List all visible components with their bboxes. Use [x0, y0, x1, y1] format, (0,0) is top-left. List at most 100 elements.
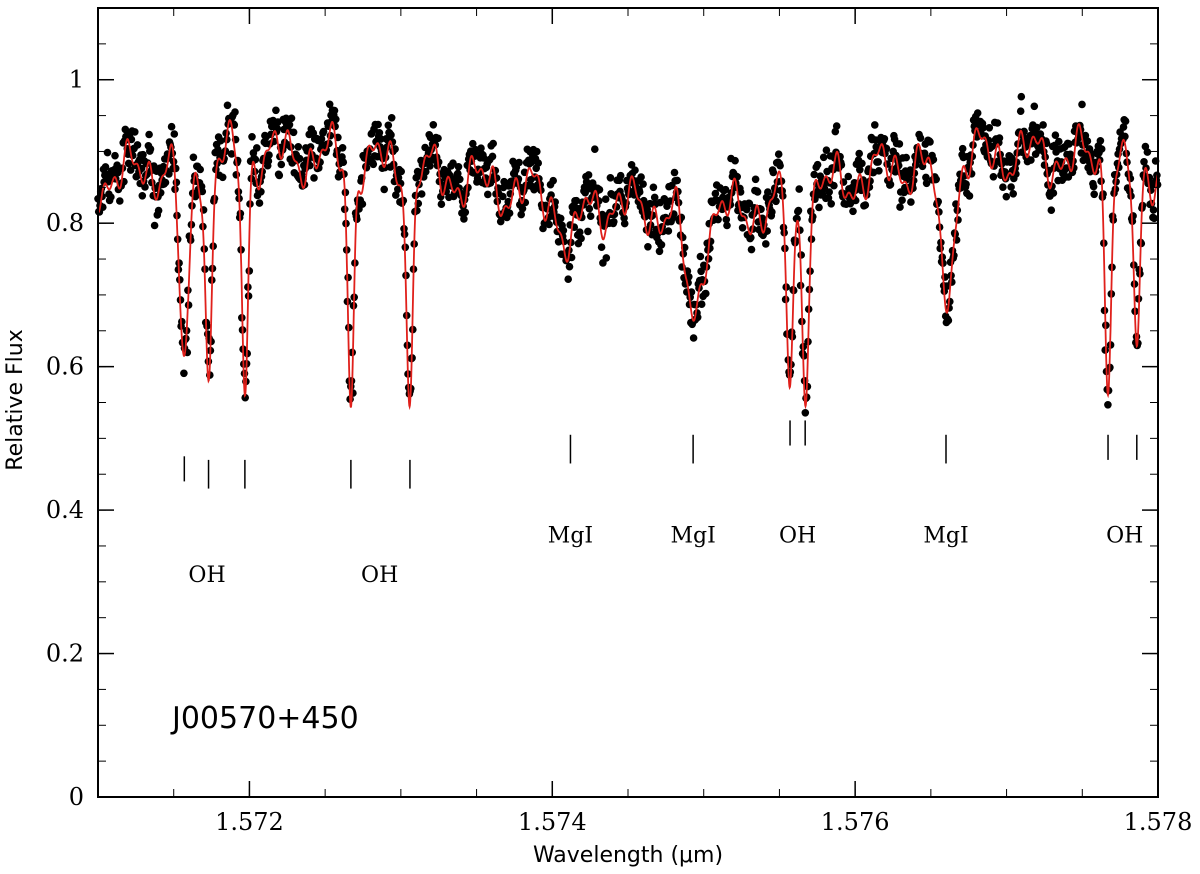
observed-point [287, 114, 296, 123]
observed-point [248, 133, 256, 141]
observed-point [317, 135, 326, 143]
observed-point [751, 175, 760, 184]
observed-point [1096, 137, 1105, 145]
observed-point [204, 357, 213, 366]
observed-point [330, 106, 339, 115]
observed-point [736, 188, 745, 196]
observed-point [926, 138, 934, 146]
x-axis-title: Wavelength (μm) [533, 843, 723, 868]
observed-point [264, 157, 273, 165]
observed-point [1030, 102, 1039, 111]
axis-ticks: 1.572 1.574 1.576 1.578 0 0.2 0.4 0.6 0.8 1 [46, 7, 1192, 836]
observed-point [1097, 145, 1106, 153]
observed-point [954, 216, 962, 224]
observed-point [309, 129, 318, 137]
observed-point [146, 145, 155, 153]
observed-point [620, 219, 629, 228]
observed-point [499, 192, 507, 201]
observed-point [849, 207, 857, 216]
model-line-layer [97, 118, 1159, 411]
observed-point [285, 121, 294, 129]
observed-point [610, 210, 619, 219]
observed-point [813, 160, 822, 169]
observed-point [131, 128, 139, 136]
observed-point [985, 124, 994, 132]
observed-point [107, 193, 115, 201]
observed-point [810, 170, 818, 179]
observed-point [488, 152, 497, 161]
observed-point [601, 195, 610, 203]
observed-point [1149, 206, 1158, 214]
observed-point [610, 218, 618, 226]
observed-point [1078, 100, 1086, 109]
line-markers [183, 420, 1138, 489]
observed-point [585, 204, 594, 213]
observed-point [171, 164, 180, 173]
y-tick-label: 0 [69, 783, 84, 811]
observed-point [387, 131, 395, 139]
observed-point [545, 220, 553, 229]
observed-point [880, 135, 889, 143]
observed-point [973, 109, 982, 117]
observed-point [822, 146, 831, 154]
observed-point [948, 278, 956, 286]
observed-point [722, 215, 731, 224]
observed-point [460, 215, 468, 223]
observed-point [622, 199, 630, 207]
observed-point [584, 227, 592, 236]
observed-point [165, 170, 173, 178]
observed-point [377, 135, 385, 143]
observed-point [394, 185, 402, 194]
observed-point [426, 162, 434, 170]
observed-point [549, 176, 557, 185]
observed-point [565, 262, 574, 271]
observed-point [1065, 140, 1073, 148]
observed-point [1039, 121, 1047, 129]
observed-point [616, 171, 625, 180]
observed-point [747, 233, 755, 242]
observed-point [375, 129, 384, 137]
observed-point [189, 153, 198, 162]
observed-point [602, 254, 611, 262]
observed-point [844, 172, 853, 181]
observed-point [932, 175, 940, 184]
observed-point [358, 200, 367, 208]
x-tick-label: 1.572 [215, 808, 284, 836]
observed-point [1033, 123, 1041, 132]
observed-point [1009, 190, 1017, 198]
observed-point [196, 165, 204, 174]
observed-point [965, 192, 974, 200]
observed-point [1140, 158, 1148, 166]
observed-point [738, 224, 747, 232]
observed-point [218, 173, 227, 182]
observed-point [556, 214, 565, 223]
observed-point [678, 233, 687, 242]
observed-point [319, 127, 328, 136]
observed-point [577, 234, 585, 243]
observed-point [657, 241, 666, 249]
observed-point [145, 130, 153, 139]
observed-point [103, 148, 112, 157]
observed-point [1121, 132, 1129, 141]
y-tick-label: 0.8 [46, 209, 84, 237]
observed-point [898, 196, 906, 204]
observed-point [576, 228, 584, 236]
observed-point [294, 143, 303, 151]
observed-point [374, 120, 382, 129]
observed-point [855, 149, 863, 158]
observed-point [714, 215, 722, 224]
observed-point [461, 208, 470, 217]
observed-point [533, 147, 541, 156]
observed-point [830, 181, 838, 190]
observed-point [664, 227, 673, 235]
observed-point [591, 145, 599, 153]
observed-point [597, 243, 606, 251]
observed-point [1007, 183, 1015, 191]
species-label: OH [361, 563, 398, 588]
observed-point [1090, 190, 1098, 199]
observed-point [216, 136, 225, 145]
observed-point [1150, 214, 1158, 223]
observed-point [861, 201, 870, 209]
species-label: OH [1106, 523, 1143, 548]
